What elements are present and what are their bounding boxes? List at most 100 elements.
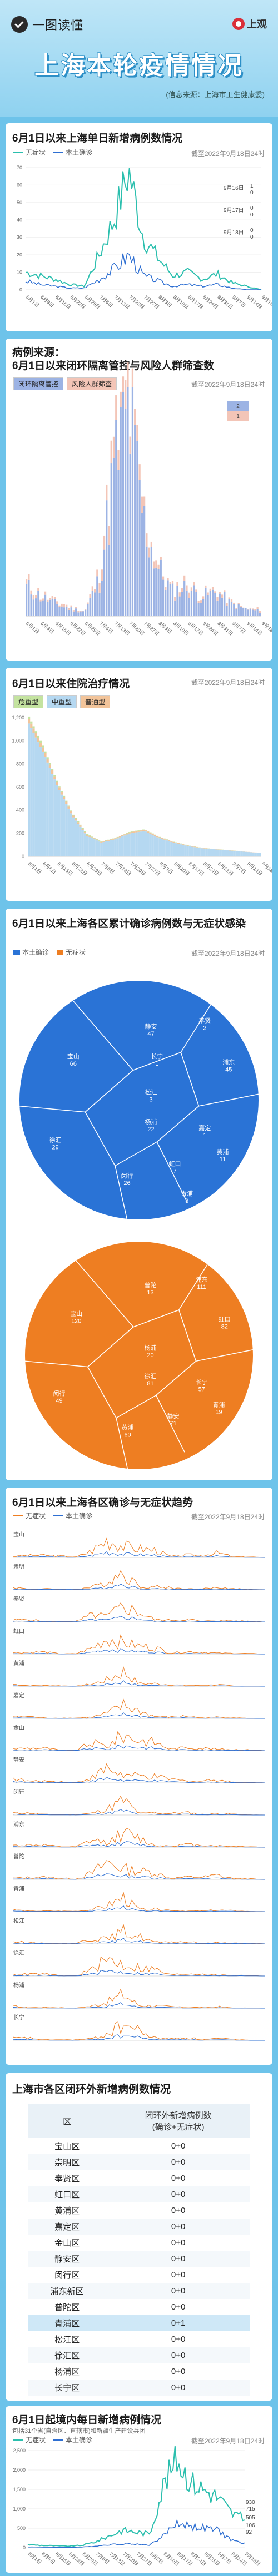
voronoi-edge bbox=[196, 1349, 254, 1362]
area-critical bbox=[126, 833, 128, 834]
bar-risk-screening bbox=[183, 575, 186, 581]
confirmed-district-name: 黄浦 bbox=[217, 1148, 229, 1156]
area-critical bbox=[91, 836, 93, 838]
bar-closed-loop bbox=[101, 580, 103, 616]
bar-closed-loop bbox=[39, 601, 42, 616]
bar-closed-loop bbox=[98, 592, 101, 616]
bar-risk-screening bbox=[237, 603, 240, 604]
asymptomatic-district-name: 宝山 bbox=[70, 1309, 82, 1317]
area-critical bbox=[86, 834, 89, 835]
area-severe bbox=[34, 733, 37, 738]
section-title: 6月1日起境内每日新增病例情况 bbox=[12, 2414, 162, 2426]
x-tick-label: 9月18日 bbox=[244, 2551, 262, 2567]
check-icon bbox=[11, 16, 28, 33]
area-normal bbox=[44, 757, 47, 856]
x-tick-label: 8月10日 bbox=[173, 861, 191, 877]
bar-closed-loop bbox=[202, 599, 205, 616]
bar-risk-screening bbox=[186, 585, 188, 591]
bar-closed-loop bbox=[169, 583, 171, 616]
data-timestamp: 截至2022年9月18日24时 bbox=[191, 950, 265, 957]
area-severe bbox=[28, 719, 31, 724]
column-header: 闭环外新增病例数 (确诊+无症状) bbox=[106, 2104, 250, 2138]
area-severe bbox=[203, 848, 206, 849]
bar-closed-loop bbox=[70, 607, 72, 616]
bar-closed-loop bbox=[224, 592, 226, 616]
table-row: 青浦区 0+1 bbox=[28, 2315, 250, 2331]
bar-closed-loop bbox=[226, 606, 228, 616]
bar-closed-loop bbox=[183, 581, 186, 616]
voronoi-edge bbox=[156, 1141, 187, 1202]
area-severe bbox=[137, 830, 140, 832]
panel-line-confirmed bbox=[13, 1809, 265, 1816]
bar-risk-screening bbox=[115, 395, 117, 420]
voronoi-edge bbox=[76, 1261, 134, 1328]
section-title: 上海市各区闭环外新增病例数情况 bbox=[12, 2084, 171, 2095]
area-critical bbox=[58, 786, 61, 788]
y-tick-label: 1,000 bbox=[13, 2506, 26, 2512]
bar-closed-loop bbox=[68, 609, 70, 616]
panel-line-asymptomatic bbox=[13, 1570, 265, 1590]
bar-closed-loop bbox=[167, 580, 169, 616]
outside-loop-table: 区 闭环外新增病例数 (确诊+无症状) 宝山区 0+0 崇明区 0+0 奉贤区 0+0 虹口… bbox=[28, 2104, 250, 2396]
panel-label: 浦东 bbox=[13, 1821, 24, 1828]
value-cell: 0+0 bbox=[106, 2347, 250, 2363]
series-line-confirmed bbox=[25, 252, 261, 290]
bar-closed-loop bbox=[178, 596, 181, 616]
bar-risk-screening bbox=[134, 409, 136, 425]
bar-closed-loop bbox=[103, 549, 106, 616]
district-cell: 崇明区 bbox=[28, 2154, 107, 2170]
bar-risk-screening bbox=[37, 588, 39, 591]
area-severe bbox=[60, 792, 63, 795]
value-cell: 0+0 bbox=[106, 2380, 250, 2396]
bar-risk-screening bbox=[171, 581, 174, 584]
callout-confirmed: 0 bbox=[250, 190, 254, 196]
area-normal bbox=[233, 851, 236, 856]
area-normal bbox=[77, 824, 80, 856]
area-normal bbox=[130, 833, 133, 856]
panel-line-asymptomatic bbox=[13, 1892, 265, 1912]
voronoi-edge bbox=[156, 1395, 185, 1453]
table-row: 闵行区 0+0 bbox=[28, 2267, 250, 2283]
area-severe bbox=[67, 806, 70, 809]
x-tick-label: 6月1日 bbox=[25, 621, 41, 635]
area-severe bbox=[100, 841, 103, 843]
table-row: 嘉定区 0+0 bbox=[28, 2219, 250, 2235]
bar-closed-loop bbox=[112, 458, 115, 616]
legend-item: 无症状 bbox=[13, 2435, 46, 2444]
legend-item: 本土确诊 bbox=[53, 1511, 92, 1520]
bar-risk-screening bbox=[47, 599, 49, 602]
x-tick-label: 7月27日 bbox=[143, 294, 161, 310]
panel-line-asymptomatic bbox=[13, 1731, 265, 1751]
bar-closed-loop bbox=[174, 600, 176, 616]
area-severe bbox=[102, 841, 105, 842]
legend-item: 本土确诊 bbox=[53, 148, 92, 157]
area-severe bbox=[128, 832, 131, 834]
end-value-label: 715 bbox=[246, 2506, 255, 2512]
x-tick-label: 6月15日 bbox=[56, 861, 74, 877]
bar-risk-screening bbox=[160, 557, 162, 560]
voronoi-edge bbox=[178, 1309, 197, 1362]
area-normal bbox=[112, 839, 115, 856]
bar-closed-loop bbox=[47, 602, 49, 616]
chart-legend: 无症状 本土确诊 bbox=[13, 2435, 92, 2444]
area-severe bbox=[46, 759, 49, 763]
bar-closed-loop bbox=[127, 387, 129, 616]
area-normal bbox=[198, 848, 201, 856]
area-critical bbox=[128, 831, 131, 833]
area-normal bbox=[247, 852, 250, 856]
area-normal bbox=[215, 849, 217, 856]
area-normal bbox=[224, 850, 226, 856]
area-normal bbox=[65, 804, 68, 856]
bar-closed-loop bbox=[80, 611, 82, 616]
panel-line-confirmed bbox=[13, 1584, 265, 1590]
area-severe bbox=[77, 822, 80, 824]
bar-closed-loop bbox=[259, 613, 261, 616]
bar-risk-screening bbox=[129, 436, 131, 454]
x-tick-label: 6月29日 bbox=[84, 621, 102, 637]
y-tick-label: 0 bbox=[19, 287, 22, 293]
area-normal bbox=[170, 841, 173, 856]
area-normal bbox=[193, 847, 196, 856]
legend-item: 无症状 bbox=[57, 947, 86, 957]
area-normal bbox=[145, 831, 147, 856]
shangguan-logo: 上观 bbox=[232, 17, 267, 31]
